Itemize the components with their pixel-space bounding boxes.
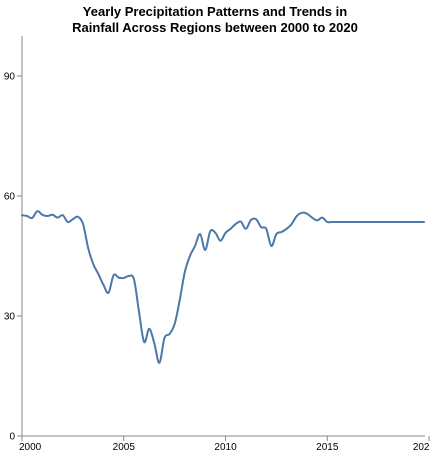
y-tick-label-90: 90 xyxy=(4,72,16,83)
x-tick-label-2020: 2020 xyxy=(413,442,430,453)
x-tick-label-2010: 2010 xyxy=(214,442,237,453)
chart-title: Yearly Precipitation Patterns and Trends… xyxy=(0,4,430,36)
series-line-0 xyxy=(21,210,425,364)
y-tick-label-0: 0 xyxy=(9,432,15,443)
x-tick-label-2000: 2000 xyxy=(19,442,42,453)
x-tick-label-2015: 2015 xyxy=(316,442,339,453)
y-tick-label-60: 60 xyxy=(4,192,16,203)
y-tick-label-30: 30 xyxy=(4,312,16,323)
chart-title-line-1: Yearly Precipitation Patterns and Trends… xyxy=(82,4,348,19)
x-tick-label-2005: 2005 xyxy=(113,442,136,453)
chart-title-line-2: Rainfall Across Regions between 2000 to … xyxy=(72,20,358,35)
